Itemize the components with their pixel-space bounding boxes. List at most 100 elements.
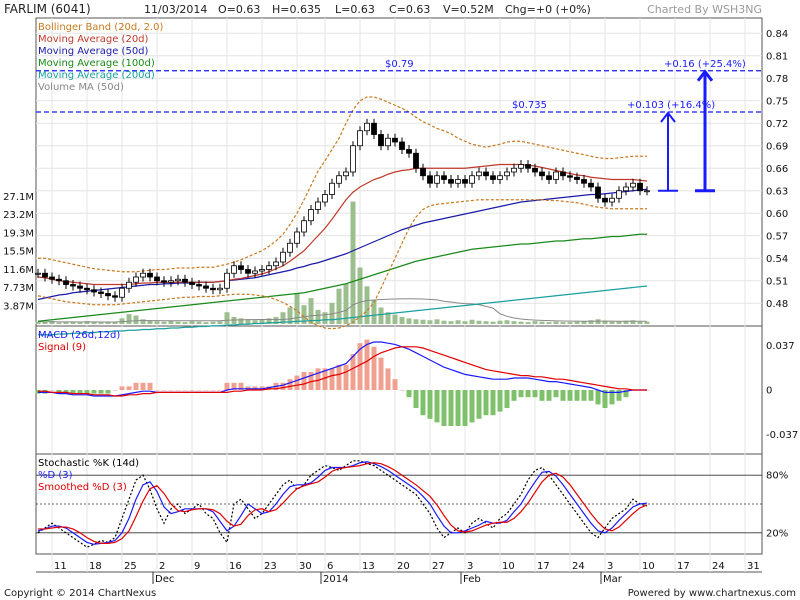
date-tick-label: 17 [677,561,690,572]
macd-histogram-bar [140,382,146,390]
candle-body [539,171,545,177]
candle-body [469,175,475,184]
candle-body [189,281,195,285]
volume-bar [434,319,440,324]
volume-bar [126,314,132,324]
candle-body [126,281,132,289]
date-tick-label: 17 [537,561,550,572]
macd-histogram-bar [224,382,230,390]
volume-bar [336,288,342,324]
volume-bar [175,321,181,324]
volume-tick-label: 11.6M [3,265,34,276]
volume-bar [399,316,405,324]
volume-bar [350,201,356,324]
volume-ma-line [37,298,648,323]
volume-tick-label: 15.5M [3,247,34,258]
candle-body [567,175,573,178]
volume-bar [49,321,55,324]
candle-body [49,276,55,280]
charted-by: Charted By WSH3NG [647,3,762,16]
month-label: Feb [463,574,481,585]
macd-histogram-bar [441,390,447,426]
macd-histogram-bar [112,390,118,391]
candle-body [112,295,118,298]
date-tick-label: 24 [572,561,585,572]
volume-bar [133,315,139,324]
candle-body [119,287,125,298]
candle-body [175,278,181,282]
legend-entry: Moving Average (100d) [38,58,155,69]
candle-body [364,122,370,132]
candle-body [266,265,272,270]
macd-histogram-bar [434,390,440,423]
legend-entry: Moving Average (200d) [38,70,155,81]
macd-histogram-bar [581,390,587,401]
macd-histogram-bar [532,390,538,398]
macd-histogram-bar [98,390,104,394]
macd-histogram-bar [343,364,349,390]
macd-histogram-bar [238,382,244,390]
volume-bar [427,320,433,324]
month-label: Mar [603,574,623,585]
macd-histogram-bar [420,390,426,416]
candle-body [574,176,580,180]
volume-bars [35,201,650,324]
legend-entry: Moving Average (20d) [38,34,149,45]
volume-bar [203,322,209,324]
macd-histogram-bar [602,390,608,408]
macd-histogram-bar [385,368,391,390]
macd-histogram-bar [350,354,356,390]
date-tick-label: 3 [607,561,613,572]
candle-body [511,167,517,173]
legend-entry: Bollinger Band (20d, 2.0) [38,22,164,33]
volume-bar [504,320,510,324]
candle-body [63,280,69,285]
volume-bar [406,318,412,324]
candle-body [490,175,496,180]
volume-bar [595,319,601,324]
volume-bar [553,321,559,324]
volume-bar [518,321,524,324]
volume-bar [441,320,447,324]
volume-bar [343,283,349,324]
date-tick-label: 3 [467,561,473,572]
volume-bar [469,319,475,324]
date-tick-label: 30 [299,561,312,572]
macd-histogram-bar [497,390,503,412]
candle-body [287,242,293,253]
candle-body [581,179,587,184]
indicator-lines [37,96,648,336]
candle-body [273,261,279,267]
volume-bar [273,316,279,324]
candle-body [588,182,594,188]
volume-bar [238,318,244,324]
quote-date: 11/03/2014 [144,3,207,16]
volume-bar [483,321,489,324]
macd-histogram-bar [336,364,342,390]
macd-histogram-bar [203,390,209,391]
volume-bar [581,321,587,324]
stoch-tick-label: 20% [766,528,788,539]
price-tick-label: 0.66 [766,164,788,175]
ma200-line [38,285,648,336]
candle-body [210,287,216,291]
macd-histogram-bar [525,390,531,398]
volume-bar [287,307,293,324]
macd-histogram-bar [518,390,524,398]
candle-body [350,145,356,173]
quote-change: Chg=+0 (+0%) [505,3,591,16]
candle-body [35,272,41,275]
macd-histogram-bar [560,390,566,401]
volume-bar [224,312,230,324]
macd-histogram-bar [399,390,405,391]
date-tick-label: 9 [194,561,200,572]
target-arrow-head [660,111,676,123]
candle-body [280,251,286,263]
macd-histogram-bar [161,390,167,391]
date-tick-label: 27 [432,561,445,572]
volume-bar [476,320,482,324]
macd-histogram-bar [49,390,55,391]
target-change-label: +0.16 (+25.4%) [664,59,746,70]
date-tick-label: 11 [54,561,67,572]
macd-histogram-bar [133,382,139,390]
